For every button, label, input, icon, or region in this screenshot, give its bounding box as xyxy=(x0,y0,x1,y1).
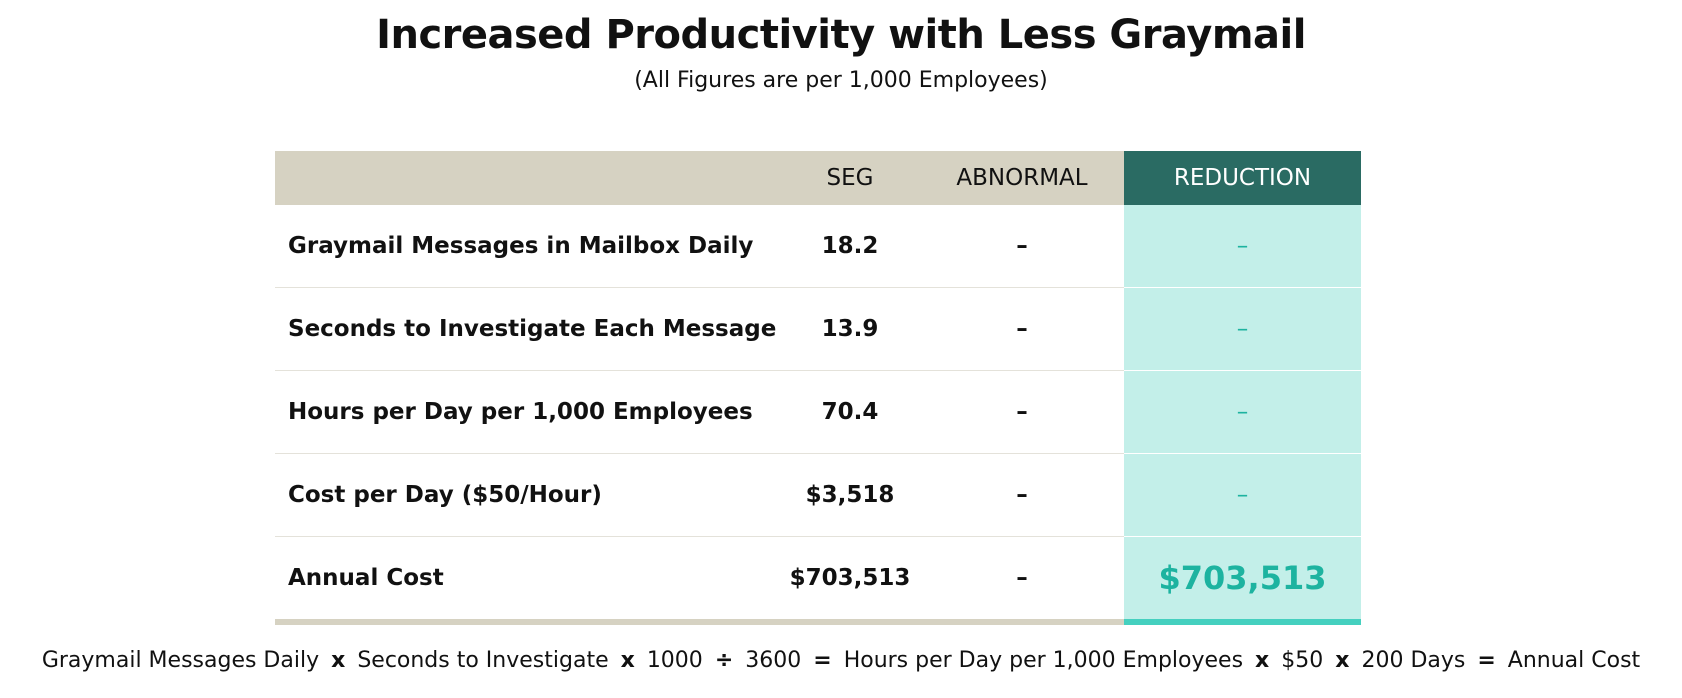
row-label: Seconds to Investigate Each Message xyxy=(288,316,777,342)
formula-term: 1000 xyxy=(646,648,703,673)
cell-value: – xyxy=(1124,288,1361,371)
row-label: Cost per Day ($50/Hour) xyxy=(288,482,602,508)
formula-operator: x xyxy=(620,648,635,673)
header-row: SEG ABNORMAL REDUCTION xyxy=(275,151,1361,205)
cell-value: – xyxy=(1016,316,1028,342)
cell-value: $3,518 xyxy=(805,482,895,508)
table-row: Graymail Messages in Mailbox Daily 18.2 – – xyxy=(275,205,1361,288)
cell-value: – xyxy=(1016,482,1028,508)
cell-value: 18.2 xyxy=(821,233,879,259)
formula-term: Seconds to Investigate xyxy=(357,648,609,673)
cell-value: 70.4 xyxy=(821,399,879,425)
table-row: Cost per Day ($50/Hour) $3,518 – – xyxy=(275,454,1361,537)
formula-term: Annual Cost xyxy=(1507,648,1641,673)
formula-operator: x xyxy=(1335,648,1350,673)
formula-operator: x xyxy=(331,648,346,673)
formula-operator: = xyxy=(813,648,832,673)
cell-value: $703,513 xyxy=(1124,537,1361,625)
table-row: Annual Cost $703,513 – $703,513 xyxy=(275,537,1361,625)
row-label: Graymail Messages in Mailbox Daily xyxy=(288,233,754,259)
table: SEG ABNORMAL REDUCTION Graymail Messages in… xyxy=(275,151,1361,625)
formula-operator: ÷ xyxy=(714,648,734,673)
formula-operator: = xyxy=(1477,648,1496,673)
row-label: Hours per Day per 1,000 Employees xyxy=(288,399,753,425)
cell-value: – xyxy=(1016,233,1028,259)
column-header: REDUCTION xyxy=(1124,151,1361,205)
formula-term: 200 Days xyxy=(1361,648,1466,673)
column-header: SEG xyxy=(826,165,874,191)
formula: Graymail Messages Daily x Seconds to Inves… xyxy=(0,648,1682,673)
table-row: Seconds to Investigate Each Message 13.9 –… xyxy=(275,288,1361,371)
title: Increased Productivity with Less Graymai… xyxy=(376,12,1306,58)
subtitle: (All Figures are per 1,000 Employees) xyxy=(634,68,1048,93)
cell-value: – xyxy=(1124,205,1361,288)
cell-value: 13.9 xyxy=(821,316,879,342)
cell-value: – xyxy=(1124,371,1361,454)
column-header xyxy=(275,151,780,205)
cell-value: – xyxy=(1124,454,1361,537)
formula-operator: x xyxy=(1255,648,1270,673)
formula-term: $50 xyxy=(1281,648,1324,673)
row-label: Annual Cost xyxy=(288,565,444,591)
cell-value: – xyxy=(1016,399,1028,425)
table-row: Hours per Day per 1,000 Employees 70.4 – – xyxy=(275,371,1361,454)
cell-value: $703,513 xyxy=(789,565,911,591)
formula-term: 3600 xyxy=(745,648,802,673)
formula-term: Graymail Messages Daily xyxy=(41,648,320,673)
column-header: ABNORMAL xyxy=(956,165,1088,191)
cell-value: – xyxy=(1016,565,1028,591)
formula-term: Hours per Day per 1,000 Employees xyxy=(843,648,1244,673)
